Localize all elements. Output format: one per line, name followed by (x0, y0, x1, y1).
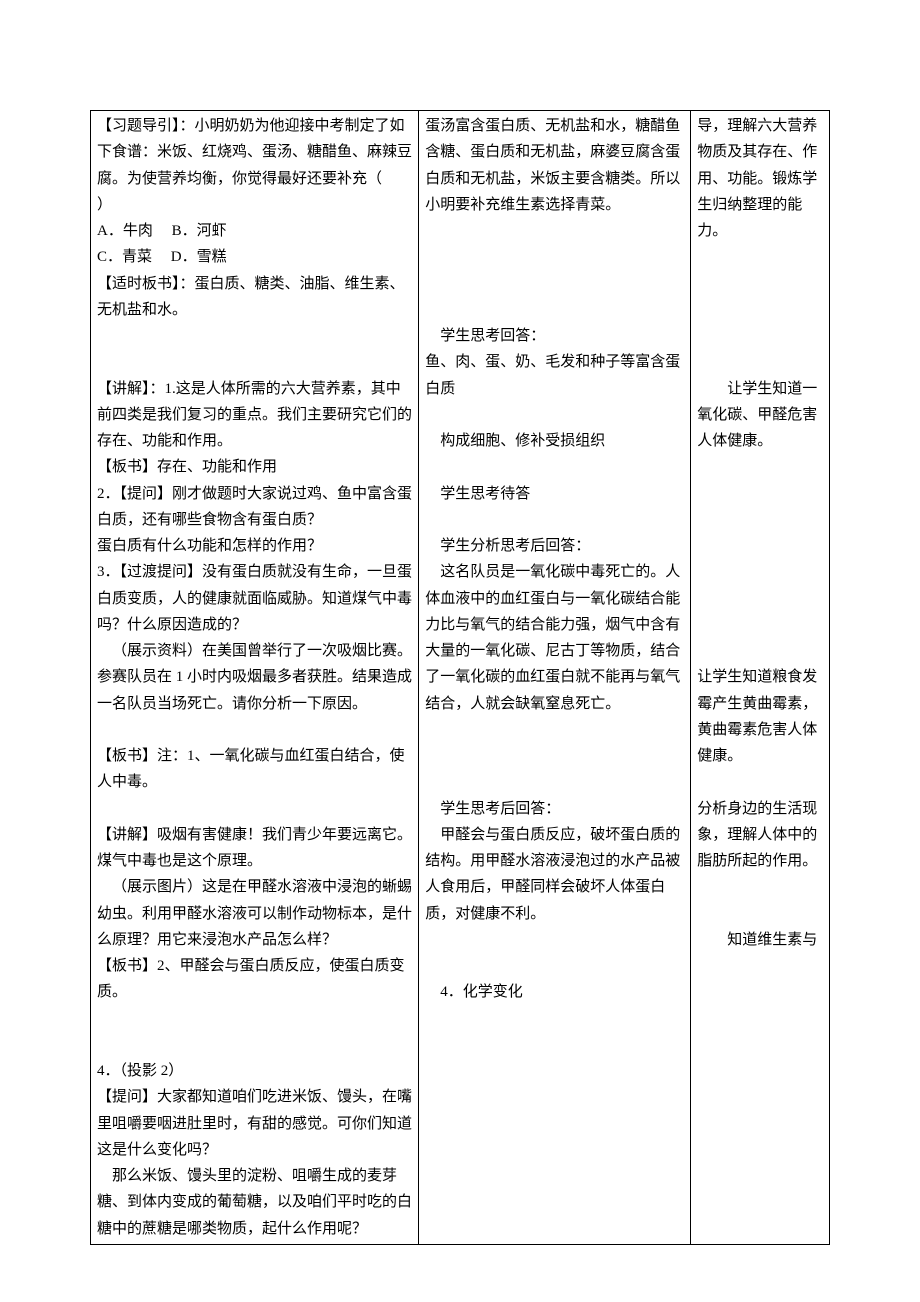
board-3-label: 【板书】 (97, 748, 157, 764)
spacer-m2 (425, 454, 684, 480)
exercise-block: 【习题导引】：小明奶奶为他迎接中考制定了如下食谱：米饭、红烧鸡、蛋汤、糖醋鱼、麻… (97, 113, 412, 218)
question-3: 3．【过渡提问】没有蛋白质就没有生命，一旦蛋白质变质，人的健康就面临威胁。知道煤… (97, 559, 412, 638)
think-2: 学生思考待答 (425, 481, 684, 507)
answer-intro: 蛋汤富含蛋白质、无机盐和水，糖醋鱼含糖、蛋白质和无机盐，麻婆豆腐含蛋白质和无机盐… (425, 113, 684, 218)
board-3: 【板书】注：1、一氧化碳与血红蛋白结合，使人中毒。 (97, 743, 412, 796)
question-4-follow: 那么米饭、馒头里的淀粉、咀嚼生成的麦芽糖、到体内变成的葡萄糖，以及咱们平时吃的白… (97, 1163, 412, 1242)
analysis-label: 学生分析思考后回答： (425, 533, 684, 559)
question-4-label: 【提问】 (97, 1089, 157, 1105)
question-2-label: 2．【提问】 (97, 486, 172, 502)
material-1: （展示资料）在美国曾举行了一次吸烟比赛。参赛队员在 1 小时内吸烟最多者获胜。结… (97, 638, 412, 717)
spacer-2 (97, 717, 412, 743)
spacer-1 (97, 323, 412, 376)
option-d: D．雪糕 (171, 249, 227, 265)
option-a: A．牛肉 (97, 223, 153, 239)
material-2: （展示图片）这是在甲醛水溶液中浸泡的蜥蜴幼虫。利用甲醛水溶液可以制作动物标本，是… (97, 874, 412, 953)
board-4: 【板书】2、甲醛会与蛋白质反应，使蛋白质变质。 (97, 953, 412, 1006)
lecture-1: 【讲解】：1.这是人体所需的六大营养素，其中前四类是我们复习的重点。我们主要研究… (97, 376, 412, 455)
col-design-intent: 导，理解六大营养物质及其存在、作用、功能。锻炼学生归纳整理的能力。 让学生知道一… (691, 111, 830, 1245)
spacer-m3 (425, 717, 684, 796)
answer-4: 4．化学变化 (425, 979, 684, 1005)
spacer-r3 (697, 769, 823, 795)
intent-1: 导，理解六大营养物质及其存在、作用、功能。锻炼学生归纳整理的能力。 (697, 113, 823, 244)
options-line-1: A．牛肉 B．河虾 (97, 218, 412, 244)
option-c: C．青菜 (97, 249, 152, 265)
option-b: B．河虾 (172, 223, 227, 239)
board-1-label: 【适时板书】： (97, 276, 195, 292)
board-2-body: 存在、功能和作用 (157, 459, 277, 475)
board-4-label: 【板书】 (97, 958, 157, 974)
exercise-label: 【习题导引】： (97, 118, 195, 134)
question-4: 【提问】大家都知道咱们吃进米饭、馒头，在嘴里咀嚼要咽进肚里时，有甜的感觉。可你们… (97, 1084, 412, 1163)
lecture-2-label: 【讲解】 (97, 827, 157, 843)
options-line-2: C．青菜 D．雪糕 (97, 244, 412, 270)
intent-5: 知道维生素与 (697, 927, 823, 953)
board-1: 【适时板书】：蛋白质、糖类、油脂、维生素、无机盐和水。 (97, 271, 412, 324)
board-2-label: 【板书】 (97, 459, 157, 475)
spacer-m1 (425, 218, 684, 323)
think-1-body: 鱼、肉、蛋、奶、毛发和种子等富含蛋白质 (425, 349, 684, 402)
think-3-body: 甲醛会与蛋白质反应，破坏蛋白质的结构。用甲醛水溶液浸泡过的水产品被人食用后，甲醛… (425, 822, 684, 927)
board-2: 【板书】存在、功能和作用 (97, 454, 412, 480)
intent-2: 让学生知道一氧化碳、甲醛危害人体健康。 (697, 376, 823, 455)
page-root: 【习题导引】：小明奶奶为他迎接中考制定了如下食谱：米饭、红烧鸡、蛋汤、糖醋鱼、麻… (0, 0, 920, 1285)
think-3-label: 学生思考后回答： (425, 796, 684, 822)
spacer-r2 (697, 454, 823, 664)
spacer-r1 (697, 244, 823, 375)
question-2: 2．【提问】刚才做题时大家说过鸡、鱼中富含蛋白质，还有哪些食物含有蛋白质？ 蛋白… (97, 481, 412, 560)
intent-4: 分析身边的生活现象，理解人体中的脂肪所起的作用。 (697, 796, 823, 875)
spacer-m4 (425, 927, 684, 980)
question-3-label: 3．【过渡提问】 (97, 564, 202, 580)
col-student-activity: 蛋汤富含蛋白质、无机盐和水，糖醋鱼含糖、蛋白质和无机盐，麻婆豆腐含蛋白质和无机盐… (419, 111, 691, 1245)
spacer-3 (97, 796, 412, 822)
spacer-4 (97, 1006, 412, 1059)
spacer-m2b (425, 507, 684, 533)
think-1-extra: 构成细胞、修补受损组织 (425, 428, 684, 454)
col-teacher-activity: 【习题导引】：小明奶奶为他迎接中考制定了如下食谱：米饭、红烧鸡、蛋汤、糖醋鱼、麻… (91, 111, 419, 1245)
think-1-label: 学生思考回答： (425, 323, 684, 349)
lecture-2: 【讲解】吸烟有害健康！我们青少年要远离它。煤气中毒也是这个原理。 (97, 822, 412, 875)
table-row: 【习题导引】：小明奶奶为他迎接中考制定了如下食谱：米饭、红烧鸡、蛋汤、糖醋鱼、麻… (91, 111, 830, 1245)
spacer-m1b (425, 402, 684, 428)
lesson-table: 【习题导引】：小明奶奶为他迎接中考制定了如下食谱：米饭、红烧鸡、蛋汤、糖醋鱼、麻… (90, 110, 830, 1245)
analysis-body: 这名队员是一氧化碳中毒死亡的。人体血液中的血红蛋白与一氧化碳结合能力比与氧气的结… (425, 559, 684, 717)
intent-3: 让学生知道粮食发霉产生黄曲霉素，黄曲霉素危害人体健康。 (697, 664, 823, 769)
spacer-r4 (697, 874, 823, 927)
lecture-1-label: 【讲解】： (97, 381, 165, 397)
q4-prefix: 4．（投影 2） (97, 1058, 412, 1084)
